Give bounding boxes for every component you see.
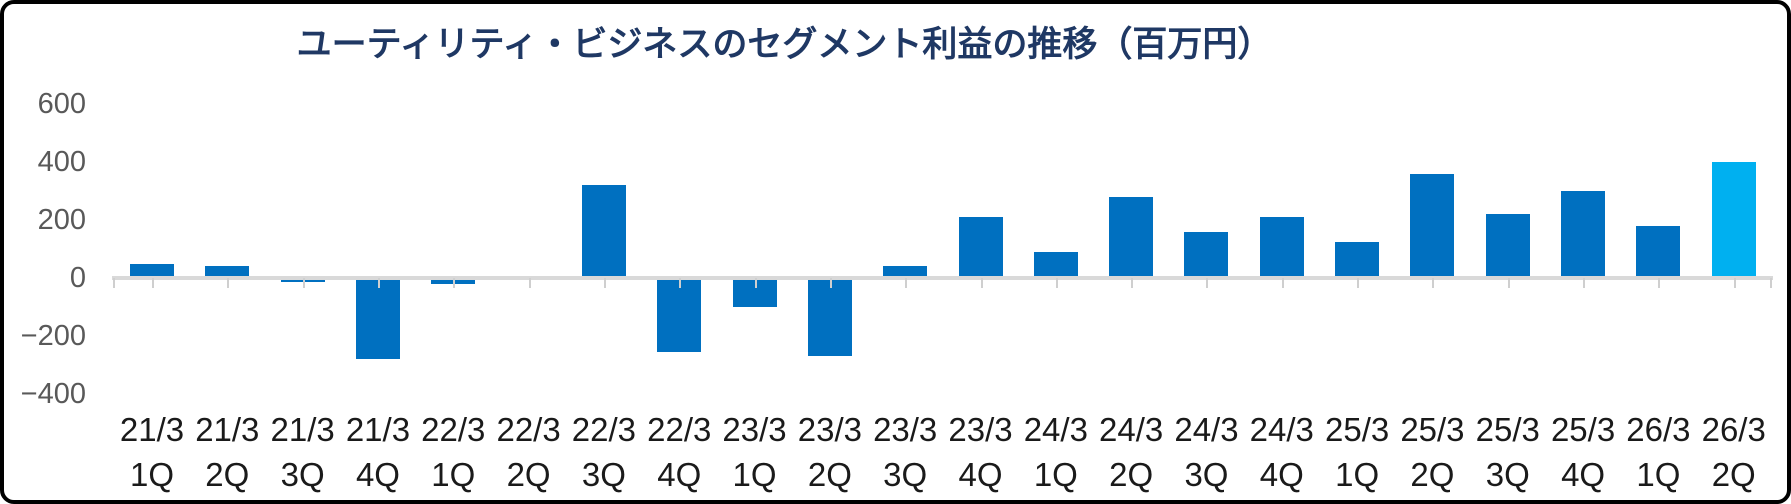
x-tick-label-period: 25/3 [1550,411,1616,448]
axis-tick [1733,278,1736,288]
x-tick-label-quarter: 2Q [506,456,551,493]
axis-tick [113,278,115,288]
x-tick-label-quarter: 3Q [1184,456,1229,493]
x-tick-label-period: 21/3 [195,411,260,448]
bar [1033,251,1078,278]
x-tick-label-quarter: 4Q [1259,456,1304,493]
x-tick-label-period: 22/3 [421,411,486,448]
bar [355,278,400,360]
axis-tick [1357,278,1360,288]
x-tick-label-quarter: 4Q [1561,456,1606,493]
bar [1636,225,1681,278]
x-tick-label-quarter: 4Q [958,456,1003,493]
x-tick-label-period: 21/3 [270,411,335,448]
axis-tick [1055,278,1058,288]
axis-tick [1206,278,1209,288]
x-tick-label-period: 21/3 [345,411,411,448]
x-tick-label-period: 24/3 [1174,411,1239,448]
x-tick-label-period: 23/3 [873,411,938,448]
x-tick-label-quarter: 1Q [431,456,476,493]
bar [1259,217,1304,278]
bar [657,278,702,352]
bar [1711,162,1756,278]
x-tick-label-quarter: 2Q [205,456,250,493]
bar [581,185,626,278]
axis-tick [1658,278,1661,288]
axis-tick [1770,278,1772,288]
axis-tick [227,278,230,288]
bar [130,263,174,278]
bar [1335,241,1380,278]
x-tick-label-quarter: 1Q [1335,456,1380,493]
x-tick-label-period: 21/3 [119,411,185,448]
bar [1184,231,1229,278]
bar [958,217,1003,278]
bar [807,278,852,357]
axis-tick [754,278,757,288]
x-tick-label-period: 26/3 [1701,411,1766,448]
x-tick-label-quarter: 3Q [1485,456,1530,493]
axis-tick [528,278,531,288]
axis-tick [980,278,983,288]
x-tick-label-quarter: 3Q [280,456,325,493]
axis-tick [679,278,682,288]
x-tick-label-period: 25/3 [1400,411,1465,448]
x-tick-label-period: 23/3 [797,411,862,448]
x-tick-label-period: 23/3 [722,411,787,448]
axis-tick [603,278,606,288]
x-tick-label-period: 25/3 [1475,411,1540,448]
axis-tick [1432,278,1435,288]
axis-tick [377,278,380,288]
x-tick-label-period: 24/3 [1099,411,1164,448]
bar [883,266,928,278]
bar [1109,196,1154,278]
y-tick-label: 0 [69,262,86,294]
x-tick-label-quarter: 1Q [129,456,175,493]
x-tick-label-period: 23/3 [948,411,1013,448]
y-tick-label: −400 [20,378,86,410]
bar [1485,214,1530,278]
x-tick-label-period: 26/3 [1626,411,1691,448]
axis-tick [829,278,832,288]
axis-tick [1583,278,1586,288]
axis-tick [905,278,908,288]
x-tick-label-quarter: 2Q [1711,456,1756,493]
x-tick-label-period: 24/3 [1249,411,1314,448]
x-tick-label-quarter: 3Q [581,456,626,493]
x-tick-label-period: 22/3 [571,411,637,448]
y-tick-label: 600 [37,88,86,120]
y-tick-label: 400 [37,146,86,178]
y-tick-label: −200 [20,320,86,352]
bar [205,266,250,278]
bar [1410,173,1455,278]
axis-tick [1507,278,1510,288]
x-tick-label-quarter: 1Q [732,456,777,493]
x-tick-label-quarter: 1Q [1033,456,1078,493]
chart-title: ユーティリティ・ビジネスのセグメント利益の推移（百万円） [296,25,1273,64]
x-tick-label-quarter: 1Q [1636,456,1681,493]
x-tick-label-quarter: 2Q [807,456,852,493]
x-tick-label-quarter: 4Q [657,456,702,493]
axis-tick [1281,278,1284,288]
axis-tick [152,278,154,288]
x-tick-label-period: 22/3 [647,411,712,448]
x-tick-label-quarter: 4Q [355,456,400,493]
axis-tick [302,278,305,288]
y-tick-label: 200 [37,204,86,236]
x-tick-label-quarter: 3Q [883,456,928,493]
x-axis-line [112,276,1773,280]
bar [1561,191,1606,278]
x-tick-label-period: 25/3 [1324,411,1390,448]
x-tick-label-quarter: 2Q [1410,456,1455,493]
x-tick-label-quarter: 2Q [1109,456,1154,493]
axis-tick [453,278,456,288]
x-tick-label-period: 24/3 [1023,411,1088,448]
axis-tick [1131,278,1134,288]
x-tick-label-period: 22/3 [496,411,561,448]
